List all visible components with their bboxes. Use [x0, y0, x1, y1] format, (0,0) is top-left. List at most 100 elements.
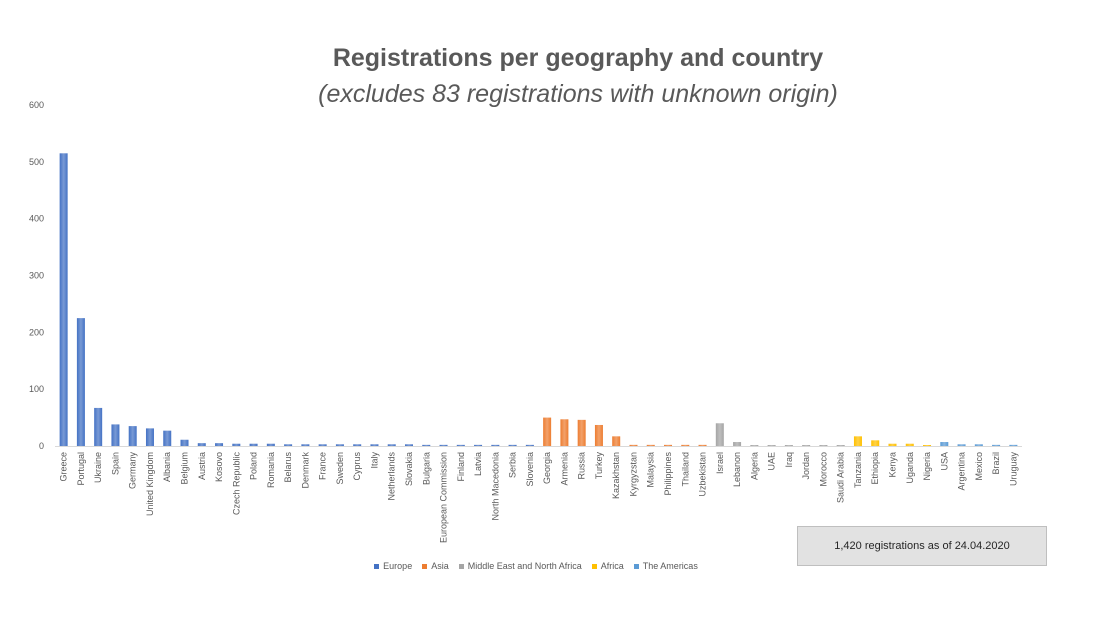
legend-swatch [633, 564, 639, 570]
x-tick-label: Malaysia [646, 452, 656, 488]
registrations-note: 1,420 registrations as of 24.04.2020 [797, 526, 1047, 566]
x-tick-label: Albania [162, 452, 172, 482]
bar [318, 444, 327, 446]
bar [992, 444, 1001, 446]
x-tick-label: Thailand [680, 452, 690, 487]
bar [940, 442, 949, 446]
legend: Europe Asia Middle East and North Africa Af… [0, 561, 1072, 571]
bar [456, 444, 465, 446]
bar [439, 444, 448, 446]
x-tick-label: Uruguay [1008, 452, 1018, 487]
x-tick-label: Czech Republic [231, 452, 241, 516]
bar [370, 444, 379, 446]
bar [94, 407, 103, 446]
bar [474, 444, 483, 446]
y-tick-label: 0 [39, 441, 44, 451]
x-tick-label: Israel [715, 452, 725, 474]
bar [646, 444, 655, 446]
bar [923, 445, 932, 446]
y-tick-label: 600 [29, 100, 44, 110]
x-tick-label: Russia [577, 452, 587, 480]
legend-item: Africa [591, 561, 624, 571]
y-tick-label: 400 [29, 214, 44, 224]
bar [853, 436, 862, 446]
x-tick-label: Kazakhstan [611, 452, 621, 499]
bar [215, 443, 224, 446]
bar [266, 443, 275, 446]
bar [871, 440, 880, 446]
legend-swatch [374, 564, 380, 570]
bar [128, 426, 137, 446]
x-tick-label: USA [939, 452, 949, 471]
x-tick-label: Finland [456, 452, 466, 482]
x-tick-label: Nigeria [922, 452, 932, 481]
y-tick-label: 300 [29, 271, 44, 281]
x-tick-label: Uganda [905, 452, 915, 484]
legend-label: Africa [600, 561, 624, 571]
x-tick-label: Uzbekistan [698, 452, 708, 497]
x-tick-label: UAE [767, 452, 777, 471]
bar [232, 443, 241, 446]
x-tick-label: North Macedonia [490, 452, 500, 521]
legend-label: Middle East and North Africa [467, 561, 582, 571]
x-tick-label: Spain [110, 452, 120, 475]
y-axis: 0 100 200 300 400 500 600 [29, 100, 44, 451]
legend-item: The Americas [633, 561, 698, 571]
bar [957, 444, 966, 446]
legend-label: The Americas [642, 561, 698, 571]
x-tick-label: Latvia [473, 452, 483, 476]
x-tick-label: United Kingdom [145, 452, 155, 516]
x-tick-label: Saudi Arabia [836, 452, 846, 503]
legend-swatch [422, 564, 428, 570]
bars [59, 153, 1018, 446]
x-tick-label: Slovakia [404, 452, 414, 486]
bar [836, 445, 845, 446]
x-tick-label: Romania [266, 452, 276, 488]
bar [698, 444, 707, 446]
legend-label: Europe [383, 561, 413, 571]
x-tick-label: Turkey [594, 452, 604, 480]
y-tick-label: 100 [29, 384, 44, 394]
x-tick-label: Tanzania [853, 452, 863, 488]
x-tick-label: Mexico [974, 452, 984, 481]
x-tick-label: Belgium [180, 452, 190, 485]
x-tick-label: Greece [59, 452, 69, 482]
bar [301, 444, 310, 446]
x-tick-label: Philippines [663, 452, 673, 496]
bar [353, 444, 362, 446]
bar [508, 444, 517, 446]
bar [543, 417, 552, 446]
bar [197, 443, 206, 446]
bar [145, 428, 154, 446]
bar [819, 445, 828, 446]
bar [59, 153, 68, 446]
legend-swatch [591, 564, 597, 570]
y-tick-label: 500 [29, 157, 44, 167]
x-tick-label: Italy [369, 452, 379, 469]
bar [681, 444, 690, 446]
x-tick-label: Ukraine [93, 452, 103, 483]
x-tick-label: Denmark [300, 452, 310, 489]
bar [404, 444, 413, 446]
bar [715, 423, 724, 446]
bar [664, 444, 673, 446]
x-tick-label: Argentina [957, 452, 967, 491]
x-tick-label: Germany [128, 452, 138, 490]
x-tick-label: Sweden [335, 452, 345, 485]
bar [1009, 444, 1018, 446]
y-tick-label: 200 [29, 327, 44, 337]
bar [491, 444, 500, 446]
bar [750, 445, 759, 446]
legend-label: Asia [431, 561, 449, 571]
x-tick-label: Armenia [559, 452, 569, 486]
bar [905, 443, 914, 446]
legend-item: Europe [374, 561, 412, 571]
x-axis-labels: Greece Portugal Ukraine Spain Germany United … [59, 452, 1019, 544]
x-tick-label: Algeria [749, 452, 759, 480]
x-tick-label: Georgia [542, 452, 552, 484]
bar [76, 318, 85, 446]
x-tick-label: Bulgaria [421, 452, 431, 485]
bar [560, 419, 569, 446]
bar [180, 439, 189, 446]
